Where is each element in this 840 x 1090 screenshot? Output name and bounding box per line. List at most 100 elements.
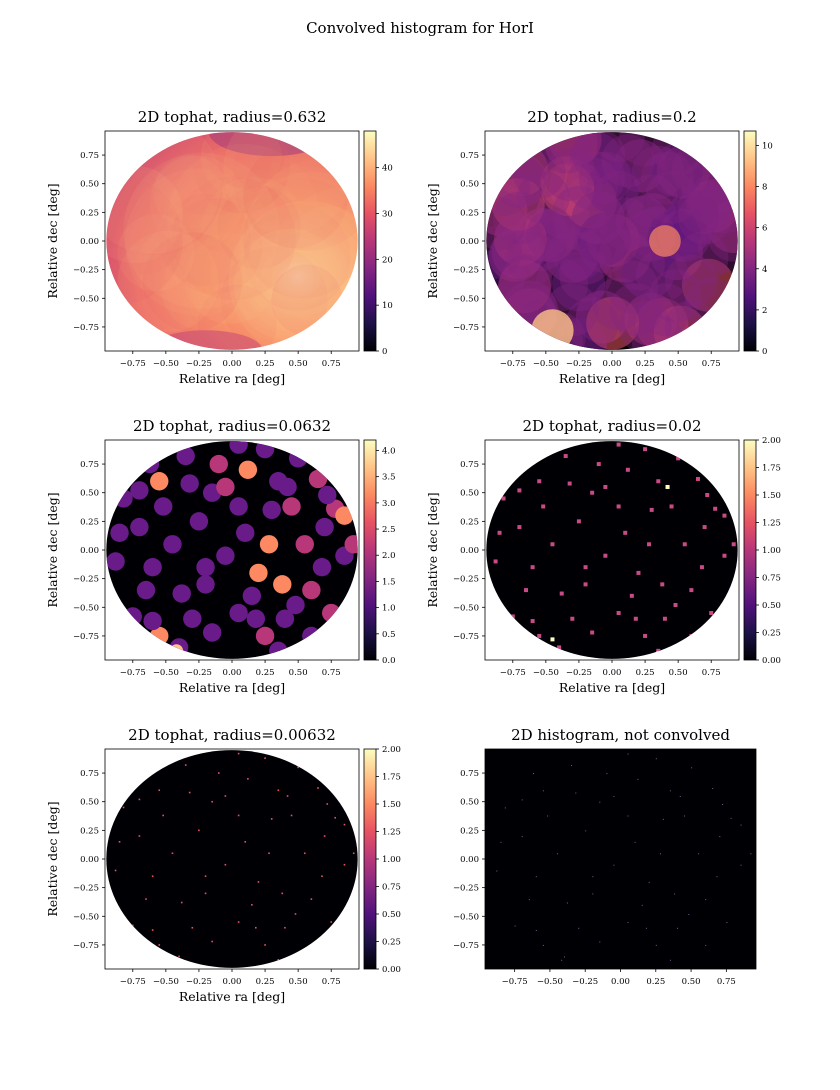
y-tick-label: −0.75: [73, 323, 99, 333]
tophat-disc: [211, 800, 213, 803]
tophat-disc: [264, 944, 266, 946]
tophat-disc: [237, 921, 240, 923]
star-pixel: [528, 899, 530, 901]
tophat-disc: [596, 462, 601, 467]
colorbar-tick-label: 0.25: [762, 629, 781, 639]
x-tick-label: −0.50: [533, 668, 559, 678]
colorbar-tick-label: 2.00: [762, 436, 781, 446]
tophat-disc: [244, 841, 247, 843]
y-tick-label: 0.50: [460, 180, 479, 190]
x-tick-label: −0.75: [120, 359, 146, 369]
star-pixel: [627, 815, 629, 817]
tophat-disc: [334, 816, 336, 819]
tophat-disc: [191, 926, 194, 929]
figure-suptitle: Convolved histogram for HorI: [306, 19, 534, 37]
tophat-disc: [151, 929, 154, 931]
tophat-disc: [616, 611, 621, 616]
tophat-disc: [565, 297, 619, 350]
tophat-disc: [517, 488, 522, 493]
tophat-disc: [559, 591, 564, 596]
tophat-disc: [302, 580, 321, 600]
panel-title: 2D tophat, radius=0.0632: [133, 417, 331, 435]
colorbar: [363, 130, 377, 352]
tophat-disc: [559, 231, 613, 285]
colorbar-tick-label: 0.00: [382, 965, 401, 975]
colorbar-tick-label: 0.75: [762, 574, 781, 584]
y-tick-label: 0.75: [80, 151, 99, 161]
tophat-disc: [237, 814, 240, 817]
star-pixel: [669, 959, 671, 961]
star-pixel: [648, 881, 650, 883]
star-pixel: [634, 841, 636, 843]
tophat-disc: [557, 645, 562, 650]
tophat-disc: [106, 552, 125, 571]
star-pixel: [533, 773, 534, 775]
x-tick-label: 0.00: [603, 668, 622, 678]
tophat-disc: [641, 151, 695, 205]
tophat-disc: [492, 191, 546, 245]
y-tick-label: 0.25: [460, 208, 479, 218]
y-tick-label: −0.25: [453, 884, 479, 894]
tophat-disc: [343, 863, 346, 866]
panel-3: 2D tophat, radius=0.0632 −0.75 −0.50 −0.25 0…: [45, 417, 396, 695]
y-tick-label: 0.25: [80, 208, 99, 218]
x-tick-label: 0.25: [256, 977, 275, 987]
tophat-disc: [270, 818, 273, 820]
y-tick-label: 0.00: [80, 855, 99, 865]
tophat-disc: [323, 835, 326, 837]
tophat-disc: [722, 553, 727, 558]
tophat-disc: [570, 616, 575, 621]
panel-title: 2D tophat, radius=0.632: [138, 108, 327, 126]
tophat-disc: [158, 944, 161, 946]
tophat-disc: [506, 231, 560, 285]
colorbar-tick-label: 1.75: [382, 773, 401, 783]
colorbar-tick-label: 2.0: [382, 551, 396, 561]
tophat-disc: [676, 456, 681, 461]
x-tick-label: −0.75: [500, 359, 526, 369]
tophat-disc: [216, 477, 235, 497]
tophat-disc: [198, 829, 200, 832]
star-pixel: [542, 790, 544, 792]
tophat-peak: [665, 484, 670, 489]
tophat-disc: [238, 460, 258, 479]
tophat-disc: [262, 500, 281, 520]
star-pixel: [627, 753, 629, 755]
footprint-background: [486, 441, 738, 659]
star-pixel: [627, 922, 629, 923]
star-pixel: [730, 817, 732, 819]
tophat-disc: [259, 535, 279, 554]
tophat-disc: [590, 630, 595, 635]
tophat-disc: [321, 875, 323, 877]
star-pixel: [557, 853, 558, 855]
tophat-disc: [699, 565, 704, 570]
panel-4: 2D tophat, radius=0.02 −0.75 −0.50 −0.25 0.0…: [425, 417, 781, 695]
panel-4-image: [485, 440, 739, 660]
star-pixel: [585, 830, 587, 832]
x-tick-label: 0.50: [289, 359, 308, 369]
tophat-disc: [635, 248, 689, 302]
tophat-disc: [583, 582, 588, 587]
tophat-disc: [196, 557, 215, 577]
y-tick-label: 0.50: [460, 798, 479, 808]
tophat-disc: [669, 504, 674, 509]
tophat-disc: [281, 892, 284, 895]
star-pixel: [571, 765, 573, 766]
y-tick-label: 0.50: [460, 489, 479, 499]
tophat-disc: [294, 913, 297, 915]
tophat-disc: [344, 535, 358, 554]
tophat-disc: [330, 921, 333, 923]
y-tick-label: −0.50: [73, 294, 99, 304]
tophat-disc: [247, 777, 249, 780]
x-tick-label: 0.00: [223, 359, 242, 369]
y-tick-label: 0.25: [460, 517, 479, 527]
panel-5-image: [105, 749, 359, 969]
panel-title: 2D tophat, radius=0.02: [522, 417, 701, 435]
y-axis-label: Relative dec [deg]: [45, 183, 60, 298]
tophat-disc: [578, 151, 632, 205]
x-tick-label: 0.75: [702, 668, 721, 678]
panel-1: 2D tophat, radius=0.632 −0.75 −0.50 −0.25 0.…: [45, 108, 393, 386]
tophat-disc: [705, 493, 710, 497]
x-tick-label: 0.25: [636, 668, 655, 678]
tophat-disc: [249, 563, 268, 583]
